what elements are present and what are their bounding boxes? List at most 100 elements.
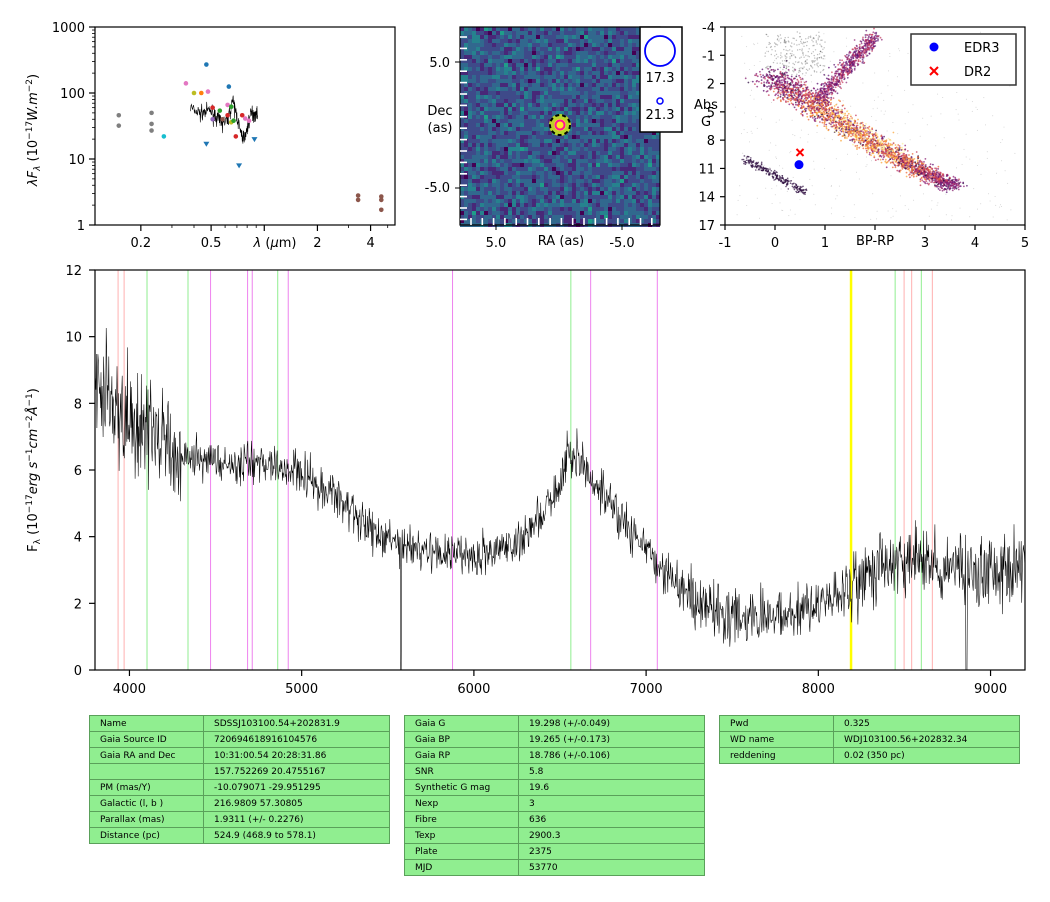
image-pixel (472, 215, 476, 219)
image-pixel (528, 167, 532, 171)
image-pixel (632, 203, 636, 207)
image-pixel (608, 71, 612, 75)
image-pixel (632, 207, 636, 211)
image-pixel (476, 111, 480, 115)
image-pixel (492, 147, 496, 151)
hr-density-point (864, 147, 867, 150)
image-pixel (628, 83, 632, 87)
image-pixel (512, 127, 516, 131)
image-pixel (644, 183, 648, 187)
image-pixel (656, 135, 660, 139)
image-pixel (532, 139, 536, 143)
image-pixel (516, 187, 520, 191)
image-pixel (520, 151, 524, 155)
image-pixel (576, 99, 580, 103)
hr-density-point (807, 108, 810, 110)
image-pixel (508, 63, 512, 67)
image-pixel (560, 207, 564, 211)
image-pixel (476, 27, 480, 31)
image-pixel (500, 95, 504, 99)
image-pixel (548, 171, 552, 175)
image-pixel (564, 203, 568, 207)
image-pixel (512, 131, 516, 135)
image-pixel (504, 55, 508, 59)
image-pixel (540, 119, 544, 123)
image-pixel (520, 43, 524, 47)
image-pixel (520, 179, 524, 183)
image-pixel (552, 187, 556, 191)
image-pixel (620, 55, 624, 59)
image-pixel (616, 159, 620, 163)
image-pixel (560, 151, 564, 155)
image-pixel (528, 179, 532, 183)
image-pixel (608, 143, 612, 147)
image-pixel (612, 203, 616, 207)
hr-density-point (936, 181, 939, 183)
hr-density-point (898, 145, 901, 147)
image-pixel (544, 107, 548, 111)
image-pixel (600, 203, 604, 207)
image-pixel (564, 27, 568, 31)
hr-density-point (850, 132, 852, 135)
image-pixel (516, 151, 520, 155)
image-pixel (648, 179, 652, 183)
image-pixel (524, 167, 528, 171)
image-pixel (616, 215, 620, 219)
image-pixel (464, 119, 468, 123)
image-pixel (524, 111, 528, 115)
hr-density-point (805, 80, 808, 83)
image-pixel (588, 175, 592, 179)
image-pixel (556, 75, 560, 79)
image-pixel (584, 75, 588, 79)
image-pixel (600, 51, 604, 55)
image-pixel (480, 135, 484, 139)
image-pixel (564, 175, 568, 179)
image-pixel (568, 27, 572, 31)
image-pixel (612, 51, 616, 55)
image-pixel (616, 31, 620, 35)
image-pixel (488, 127, 492, 131)
image-pixel (508, 79, 512, 83)
image-pixel (596, 87, 600, 91)
image-pixel (616, 43, 620, 47)
image-pixel (472, 183, 476, 187)
image-pixel (600, 171, 604, 175)
image-pixel (600, 183, 604, 187)
image-pixel (616, 99, 620, 103)
image-pixel (496, 47, 500, 51)
image-pixel (592, 51, 596, 55)
image-pixel (528, 175, 532, 179)
hr-density-point (893, 151, 895, 154)
image-pixel (484, 163, 488, 167)
image-pixel (576, 95, 580, 99)
image-pixel (460, 211, 464, 215)
image-pixel (528, 151, 532, 155)
image-pixel (536, 75, 540, 79)
hr-density-point (927, 174, 929, 176)
image-pixel (496, 151, 500, 155)
image-pixel (628, 59, 632, 63)
hr-density-point (916, 159, 919, 162)
hr-density-point (880, 150, 883, 153)
image-pixel (624, 211, 628, 215)
image-pixel (580, 111, 584, 115)
image-pixel (524, 151, 528, 155)
image-pixel (468, 79, 472, 83)
image-pixel (492, 115, 496, 119)
image-pixel (636, 167, 640, 171)
image-pixel (520, 203, 524, 207)
image-pixel (620, 115, 624, 119)
image-pixel (608, 91, 612, 95)
image-pixel (576, 91, 580, 95)
image-pixel (600, 175, 604, 179)
hr-density-point (827, 110, 830, 113)
image-pixel (620, 31, 624, 35)
image-pixel (580, 91, 584, 95)
hr-density-point (807, 118, 810, 121)
image-pixel (488, 71, 492, 75)
image-pixel (464, 107, 468, 111)
image-pixel (596, 71, 600, 75)
image-pixel (556, 171, 560, 175)
hr-density-point (754, 74, 756, 77)
